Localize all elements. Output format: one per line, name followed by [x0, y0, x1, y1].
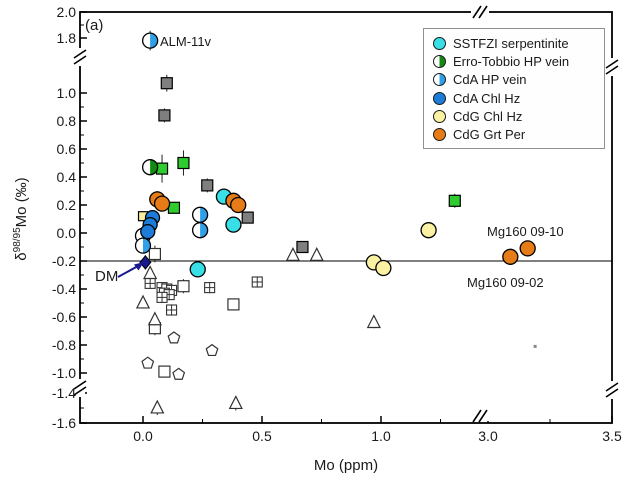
- legend-label: CdA HP vein: [453, 72, 527, 88]
- panel-label: (a): [85, 17, 104, 34]
- y-axis-title: δ98/95Mo (‰): [12, 119, 30, 319]
- legend-label: SSTFZI serpentinite: [453, 35, 569, 51]
- annotation-mg160-09-02: Mg160 09-02: [467, 275, 544, 290]
- orange-circle-icon: [433, 128, 446, 142]
- legend-item-cdg-grt-per: CdG Grt Per: [424, 125, 604, 143]
- y-tick-label: 1.8: [56, 30, 76, 46]
- green-half-circle-icon: [433, 54, 446, 68]
- x-axis-title: Mo (ppm): [313, 457, 379, 474]
- blue-circle-icon: [433, 91, 446, 105]
- x-tick-label: 0.0: [133, 428, 153, 444]
- x-tick-label: 1.0: [371, 428, 391, 444]
- y-tick-label: 2.0: [56, 4, 76, 20]
- y-tick-label: 0.6: [56, 141, 76, 157]
- blue-half-circle-icon: [433, 73, 446, 87]
- y-tick-label: 0.2: [56, 197, 76, 213]
- y-tick-label: -1.6: [51, 415, 76, 431]
- y-tick-label: -1.0: [51, 365, 76, 381]
- yellow-circle-icon: [433, 109, 446, 123]
- y-axis-title-delta: δ: [13, 252, 30, 261]
- y-axis-title-superscript: 98/95: [12, 227, 23, 253]
- legend-item-cda-chl-hz: CdA Chl Hz: [424, 89, 604, 107]
- x-tick-label: 0.5: [252, 428, 272, 444]
- y-tick-label: 0.8: [56, 113, 76, 129]
- legend-item-erro-tobbio: Erro-Tobbio HP vein: [424, 52, 604, 70]
- x-tick-label: 3.0: [478, 428, 498, 444]
- x-tick-label: 3.5: [602, 428, 622, 444]
- legend: SSTFZI serpentinite Erro-Tobbio HP vein …: [423, 28, 605, 149]
- y-axis-title-suffix: Mo (‰): [13, 177, 30, 228]
- annotation-mg160-09-10: Mg160 09-10: [487, 224, 564, 239]
- legend-label: CdG Chl Hz: [453, 108, 523, 124]
- legend-label: CdG Grt Per: [453, 127, 526, 143]
- y-tick-label: -0.8: [51, 337, 76, 353]
- y-tick-label: -1.4: [51, 385, 76, 401]
- legend-item-cda-hp-vein: CdA HP vein: [424, 71, 604, 89]
- legend-item-cdg-chl-hz: CdG Chl Hz: [424, 107, 604, 125]
- y-tick-label: 0.4: [56, 169, 76, 185]
- legend-item-sstfzi: SSTFZI serpentinite: [424, 34, 604, 52]
- legend-label: CdA Chl Hz: [453, 90, 521, 106]
- cyan-circle-icon: [433, 36, 446, 50]
- y-tick-label: -0.4: [51, 281, 76, 297]
- y-tick-label: -0.2: [51, 253, 76, 269]
- legend-label: Erro-Tobbio HP vein: [453, 53, 570, 69]
- y-tick-label: -0.6: [51, 309, 76, 325]
- y-tick-label: 1.0: [56, 85, 76, 101]
- annotation-alm-11v: ALM-11v: [160, 34, 212, 49]
- y-tick-label: 0.0: [56, 225, 76, 241]
- annotation-dm: DM: [95, 268, 119, 285]
